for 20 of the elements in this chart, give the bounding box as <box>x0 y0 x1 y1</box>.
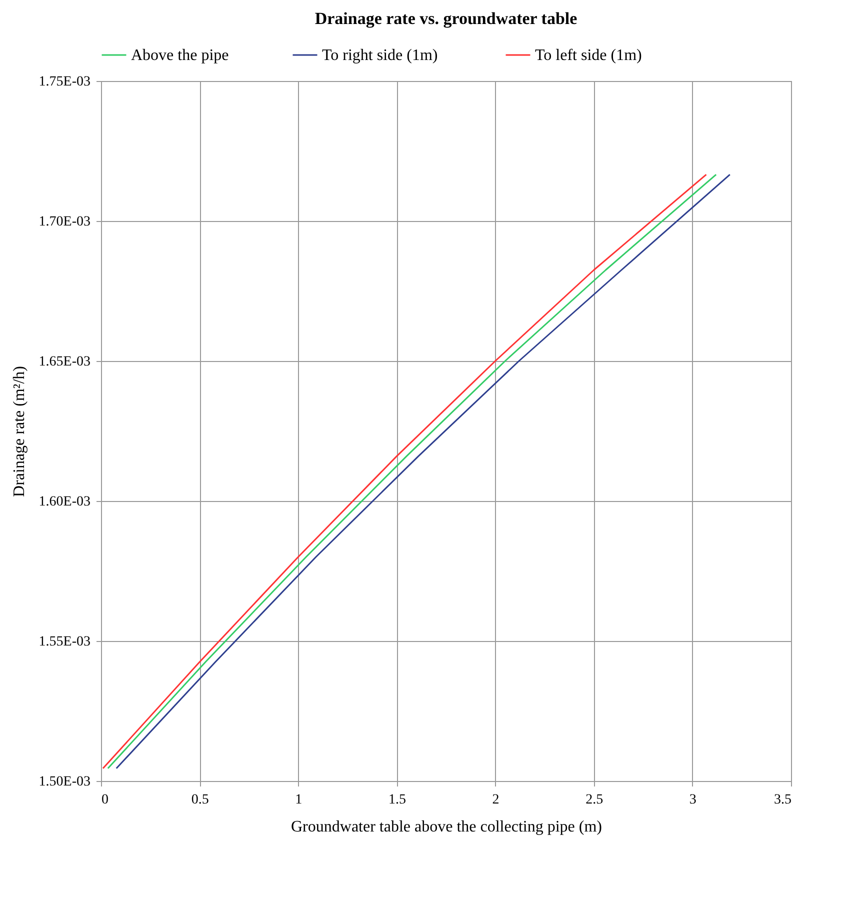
chart-title: Drainage rate vs. groundwater table <box>314 9 578 28</box>
x-tick-label: 0.5 <box>191 792 209 808</box>
legend-label: To left side (1m) <box>535 47 642 64</box>
x-axis-title: Groundwater table above the collecting pipe (m) <box>291 818 602 836</box>
x-tick-label: 3 <box>689 792 696 808</box>
legend-label: To right side (1m) <box>322 47 438 64</box>
y-tick-label: 1.60E-03 <box>38 494 90 510</box>
y-tick-label: 1.50E-03 <box>38 774 90 790</box>
x-tick-label: 2.5 <box>586 792 604 808</box>
y-tick-label: 1.70E-03 <box>38 214 90 230</box>
x-tick-label: 3.5 <box>774 792 792 808</box>
y-tick-label: 1.65E-03 <box>38 354 90 370</box>
x-tick-label: 0 <box>102 792 108 808</box>
legend-label: Above the pipe <box>131 47 229 64</box>
x-tick-label: 2 <box>492 792 500 808</box>
y-tick-label: 1.55E-03 <box>38 634 90 650</box>
x-tick-label: 1.5 <box>388 792 406 808</box>
y-axis-title: Drainage rate (m²/h) <box>10 366 28 497</box>
x-tick-label: 1 <box>295 792 302 808</box>
y-tick-label: 1.75E-03 <box>38 74 90 90</box>
